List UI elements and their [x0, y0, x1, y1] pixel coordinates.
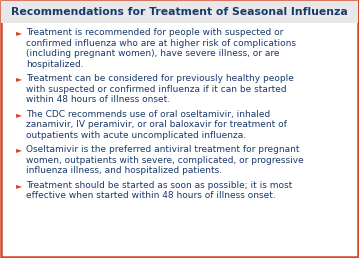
- Text: confirmed influenza who are at higher risk of complications: confirmed influenza who are at higher ri…: [26, 39, 296, 48]
- Text: ►: ►: [16, 28, 22, 37]
- Text: ►: ►: [16, 110, 22, 119]
- Text: The CDC recommends use of oral oseltamivir, inhaled: The CDC recommends use of oral oseltamiv…: [26, 110, 270, 119]
- Text: Recommendations for Treatment of Seasonal Influenza: Recommendations for Treatment of Seasona…: [11, 7, 348, 17]
- Text: zanamivir, IV peramivir, or oral baloxavir for treatment of: zanamivir, IV peramivir, or oral baloxav…: [26, 120, 287, 130]
- Text: ►: ►: [16, 146, 22, 155]
- Text: with suspected or confirmed influenza if it can be started: with suspected or confirmed influenza if…: [26, 85, 286, 94]
- Text: ►: ►: [16, 75, 22, 84]
- Text: influenza illness, and hospitalized patients.: influenza illness, and hospitalized pati…: [26, 166, 222, 175]
- Text: Treatment can be considered for previously healthy people: Treatment can be considered for previous…: [26, 75, 294, 84]
- Text: within 48 hours of illness onset.: within 48 hours of illness onset.: [26, 95, 170, 104]
- Text: outpatients with acute uncomplicated influenza.: outpatients with acute uncomplicated inf…: [26, 131, 246, 140]
- Text: women, outpatients with severe, complicated, or progressive: women, outpatients with severe, complica…: [26, 156, 304, 165]
- Bar: [1, 1, 358, 23]
- Text: ►: ►: [16, 181, 22, 190]
- Text: Treatment should be started as soon as possible; it is most: Treatment should be started as soon as p…: [26, 181, 292, 190]
- Text: effective when started within 48 hours of illness onset.: effective when started within 48 hours o…: [26, 191, 276, 200]
- Text: (including pregnant women), have severe illness, or are: (including pregnant women), have severe …: [26, 50, 280, 59]
- Text: Treatment is recommended for people with suspected or: Treatment is recommended for people with…: [26, 28, 283, 37]
- Text: Oseltamivir is the preferred antiviral treatment for pregnant: Oseltamivir is the preferred antiviral t…: [26, 146, 299, 155]
- Text: hospitalized.: hospitalized.: [26, 60, 84, 69]
